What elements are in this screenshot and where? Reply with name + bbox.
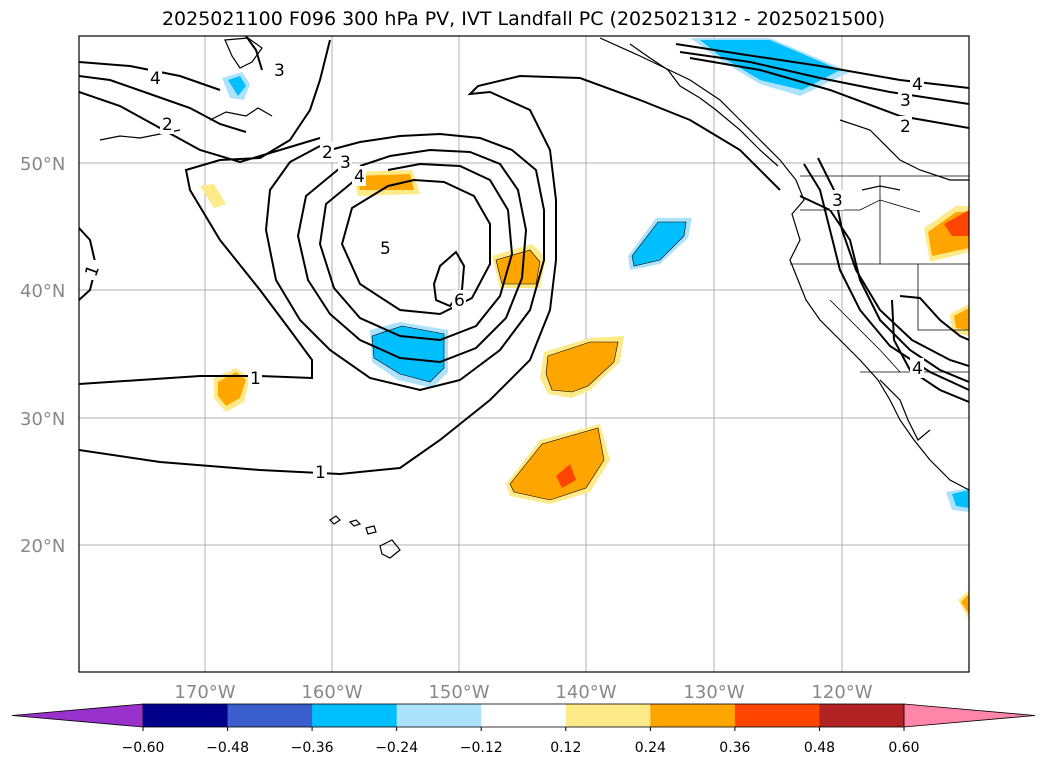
lat-label: 50°N	[20, 154, 65, 175]
ivt-negative-patch	[952, 490, 969, 508]
contour-label: 1	[250, 369, 261, 389]
gridlines	[79, 36, 969, 672]
lat-label: 30°N	[20, 409, 65, 430]
colorbar-swatch	[481, 704, 567, 727]
ivt-negative-patch	[228, 76, 246, 96]
lon-label: 170°W	[174, 682, 235, 703]
pv-contour-5	[340, 178, 491, 316]
colorbar-extend-outline	[11, 703, 1036, 728]
colorbar-extend-max	[904, 704, 1035, 727]
contour-label: 3	[832, 191, 843, 211]
ivt-positive-patch	[961, 594, 969, 614]
pv-contour-1	[79, 39, 331, 385]
colorbar: −0.60 −0.48 −0.36 −0.24 −0.12 0.12 0.24 0.36 0.4…	[11, 703, 1036, 756]
contour-label: 3	[274, 61, 285, 81]
pv-contour-4	[318, 162, 514, 342]
pv-contour-3	[79, 75, 247, 133]
coastline-aleutians	[209, 107, 273, 121]
lon-label: 160°W	[301, 682, 362, 703]
colorbar-swatch	[650, 704, 736, 727]
coastline-inside-passage	[629, 43, 779, 167]
pv-contour-1	[79, 74, 781, 476]
pv-contour-2	[799, 195, 969, 383]
ivt-positive-patch	[218, 372, 246, 406]
contour-label: 2	[162, 115, 173, 135]
lon-label: 140°W	[555, 682, 616, 703]
coastline-hawaii-island	[365, 525, 377, 535]
ivt-positive-patch	[954, 308, 969, 330]
ivt-positive-patch	[356, 174, 414, 190]
colorbar-tick-label: −0.60	[122, 740, 165, 756]
contour-label: 3	[340, 153, 351, 173]
colorbar-swatch	[312, 704, 398, 727]
ivt-negative-patch	[372, 326, 444, 382]
coastline-hawaii-island	[348, 519, 362, 527]
colorbar-swatch	[396, 704, 482, 727]
lat-label: 40°N	[20, 281, 65, 302]
map-frame	[78, 35, 970, 673]
lat-label: 20°N	[20, 536, 65, 557]
contour-label: 2	[900, 117, 911, 137]
pv-contour-2	[689, 57, 969, 129]
contour-label: 4	[150, 69, 161, 89]
colorbar-tick-label: 0.48	[804, 740, 835, 756]
lon-label: 130°W	[683, 682, 744, 703]
map-title: 2025021100 F096 300 hPa PV, IVT Landfall…	[161, 8, 886, 30]
colorbar-swatch	[734, 704, 820, 727]
colorbar-swatch	[819, 704, 905, 727]
ivt-outline	[371, 325, 445, 383]
contour-label: 4	[912, 359, 923, 379]
pv-contour-labels: 1 1 1 2 2 2 3 3 3 3 4 4 4 4	[81, 60, 924, 483]
colorbar-tick-label: −0.24	[375, 740, 418, 756]
ivt-outline	[631, 221, 687, 267]
coastline-interior	[839, 119, 969, 181]
contour-label: 3	[900, 91, 911, 111]
ivt-outlines	[371, 221, 687, 501]
colorbar-swatch	[143, 704, 229, 727]
ivt-positive-patch	[200, 184, 226, 208]
coastline-baja	[879, 379, 931, 441]
colorbar-tick-label: 0.60	[888, 740, 919, 756]
contour-label: 1	[315, 463, 326, 483]
pv-contour-3	[245, 36, 263, 71]
pv-contour-2	[264, 132, 545, 392]
contour-label: 6	[454, 291, 465, 311]
ivt-strong-positive-patch	[944, 210, 969, 236]
pv-contour-2	[79, 91, 321, 164]
lon-label: 150°W	[428, 682, 489, 703]
colorbar-swatch	[565, 704, 651, 727]
colorbar-tick-label: 0.12	[550, 740, 581, 756]
colorbar-swatch	[227, 704, 313, 727]
contour-label: 4	[354, 167, 365, 187]
colorbar-tick-label: 0.24	[635, 740, 666, 756]
contour-label: 2	[322, 143, 333, 163]
pv-contour-3	[679, 51, 969, 105]
ivt-positive-patch	[546, 342, 618, 392]
ivt-negative-patch	[632, 222, 686, 266]
pv-contours	[79, 36, 969, 476]
colorbar-outline	[142, 703, 905, 728]
coastline-hawaii-island	[329, 515, 341, 525]
border-state	[829, 299, 901, 373]
map-frame-bg	[79, 36, 969, 672]
colorbar-extend-min	[12, 704, 143, 727]
contour-label: 5	[380, 239, 391, 259]
ivt-positive-patch	[496, 250, 540, 284]
lon-label: 120°W	[811, 682, 872, 703]
ivt-outline	[509, 427, 605, 501]
colorbar-tick-label: −0.12	[460, 740, 503, 756]
ivt-outline	[545, 341, 619, 393]
coastline-hawaii-island	[379, 539, 401, 559]
colorbar-tick-label: −0.36	[291, 740, 334, 756]
contour-label: 4	[912, 75, 923, 95]
ivt-strong-positive-patch	[556, 464, 576, 488]
pv-contour-3	[296, 148, 528, 364]
colorbar-tick-label: −0.48	[206, 740, 249, 756]
pv-contour-5	[899, 295, 969, 341]
coastline-north-america-west	[599, 37, 969, 491]
ivt-positive-patch	[510, 428, 604, 500]
colorbar-tick-label: 0.36	[719, 740, 750, 756]
